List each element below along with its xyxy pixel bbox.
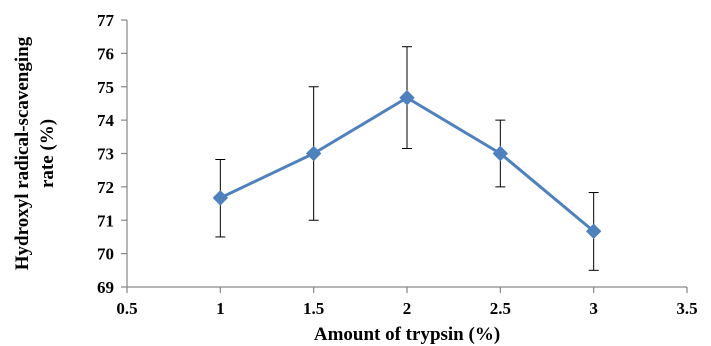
x-tick-label: 3.5	[676, 299, 697, 318]
data-point-marker	[399, 90, 415, 106]
y-axis-title-line-1: Hydroxyl radical-scavenging	[12, 36, 33, 270]
chart-axes	[121, 19, 688, 293]
y-tick-label: 70	[97, 245, 114, 264]
y-tick-label: 69	[97, 278, 114, 297]
x-tick-label: 1.5	[303, 299, 324, 318]
y-tick-label: 72	[97, 178, 114, 197]
x-tick-label: 3	[589, 299, 598, 318]
y-axis-title-line-2: rate (%)	[37, 119, 58, 188]
x-axis-title: Amount of trypsin (%)	[314, 324, 500, 345]
y-tick-label: 75	[97, 78, 114, 97]
x-tick-label: 0.5	[116, 299, 137, 318]
data-point-marker	[212, 190, 229, 206]
y-tick-label: 71	[97, 211, 114, 230]
x-tick-label: 2	[403, 299, 412, 318]
y-tick-label: 76	[97, 44, 114, 63]
series-markers	[212, 90, 602, 239]
x-tick-labels: 0.5 1 1.5 2 2.5 3 3.5	[116, 299, 697, 318]
error-bars	[215, 46, 599, 271]
data-point-marker	[492, 145, 509, 162]
x-tick-label: 1	[216, 299, 225, 318]
y-tick-label: 77	[97, 11, 115, 30]
y-tick-label: 74	[97, 111, 115, 130]
y-tick-labels: 69 70 71 72 73 74 75 76 77	[97, 11, 115, 297]
y-tick-label: 73	[97, 145, 114, 164]
data-point-marker	[305, 145, 322, 162]
x-tick-label: 2.5	[490, 299, 511, 318]
data-point-marker	[585, 223, 602, 239]
